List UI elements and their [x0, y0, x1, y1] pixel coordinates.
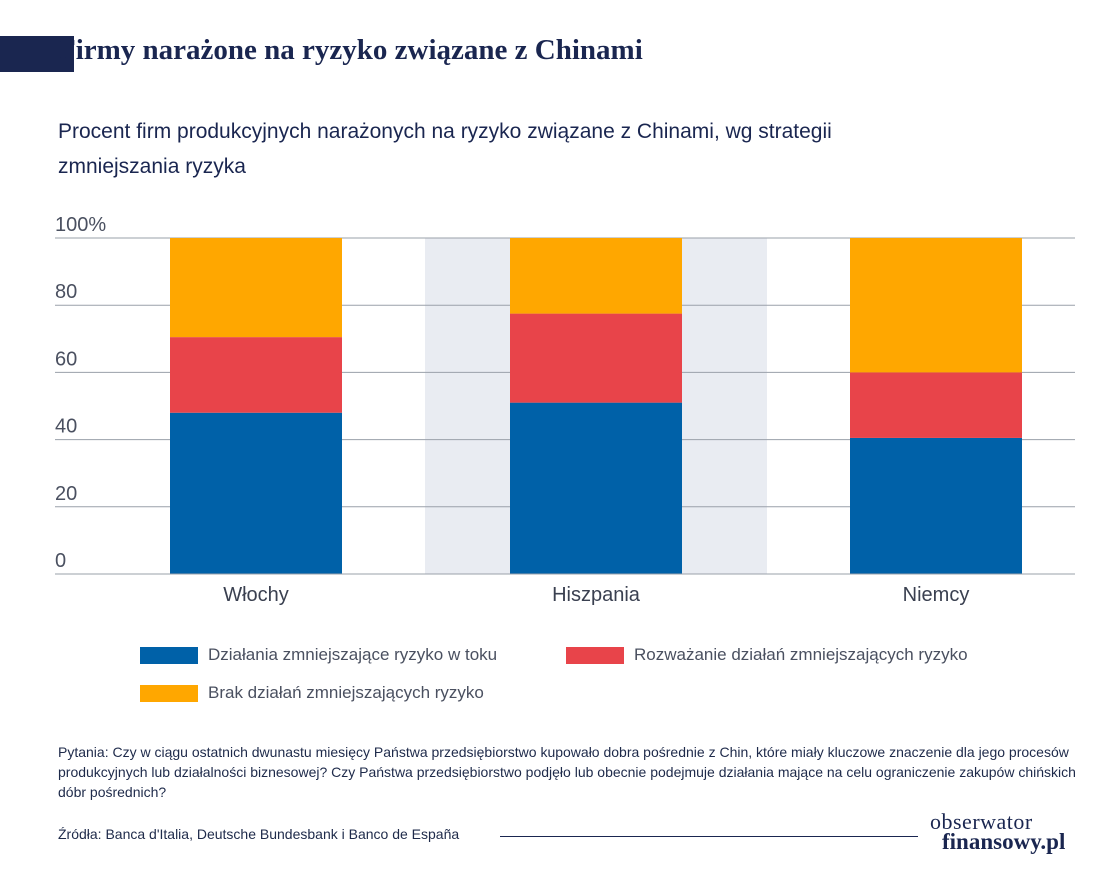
- brand-logo: obserwator finansowy.pl: [930, 809, 1066, 854]
- legend-swatch-no-action: [140, 684, 198, 702]
- source-divider: [500, 836, 918, 837]
- y-tick-label: 100%: [55, 214, 106, 236]
- bar-segment: [510, 313, 682, 403]
- bar-segment: [850, 238, 1022, 373]
- legend-label-considering: Rozważanie działań zmniejszających ryzyk…: [634, 645, 968, 664]
- bar-segment: [170, 412, 342, 574]
- logo-top-text: obserwator: [930, 809, 1033, 834]
- legend-label-in-progress: Działania zmniejszające ryzyko w toku: [208, 645, 498, 664]
- legend-item-considering: Rozważanie działań zmniejszających ryzyk…: [566, 645, 968, 665]
- bar-segment: [510, 238, 682, 314]
- logo-bottom-text: finansowy.pl: [942, 829, 1066, 854]
- legend-swatch-in-progress: [140, 646, 198, 664]
- x-tick-label: Hiszpania: [552, 584, 641, 606]
- bar-segment: [510, 402, 682, 574]
- bar-segment: [850, 437, 1022, 574]
- bar-segment: [850, 372, 1022, 438]
- legend-item-in-progress: Działania zmniejszające ryzyko w toku: [140, 645, 497, 665]
- legend-label-no-action: Brak działań zmniejszających ryzyko: [208, 683, 484, 702]
- legend-swatch-considering: [566, 646, 624, 664]
- bar-segment: [170, 238, 342, 338]
- title-accent-bar: [0, 36, 74, 72]
- y-tick-label: 0: [55, 550, 66, 572]
- chart-subtitle: Procent firm produkcyjnych narażonych na…: [58, 120, 832, 178]
- x-tick-label: Włochy: [223, 584, 289, 606]
- legend-item-no-action: Brak działań zmniejszających ryzyko: [140, 683, 484, 703]
- stacked-bar-chart: 0 20 40 60 80 100% Włochy Hiszpania Niemcy: [55, 214, 1075, 606]
- page-title: Firmy narażone na ryzyko związane z Chin…: [58, 34, 643, 66]
- y-tick-label: 40: [55, 416, 77, 438]
- y-tick-label: 20: [55, 483, 77, 505]
- y-tick-label: 60: [55, 348, 77, 370]
- source-text: Źródła: Banca d'Italia, Deutsche Bundesb…: [58, 826, 460, 842]
- y-tick-label: 80: [55, 281, 77, 303]
- bar-segment: [170, 337, 342, 413]
- x-tick-label: Niemcy: [903, 584, 970, 606]
- survey-question-note: Pytania: Czy w ciągu ostatnich dwunastu …: [58, 744, 1076, 800]
